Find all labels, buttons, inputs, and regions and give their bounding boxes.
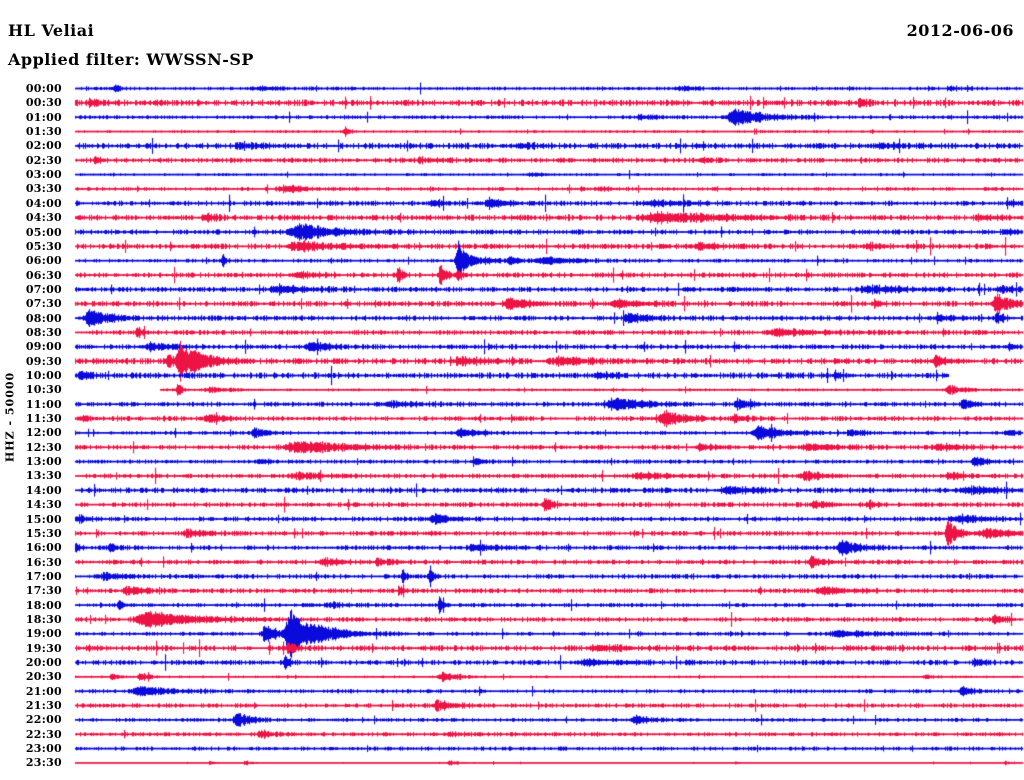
row-time-label: 05:00 <box>25 225 62 239</box>
row-time-label: 06:00 <box>25 254 62 268</box>
row-time-label: 14:00 <box>25 483 62 497</box>
row-time-label: 10:00 <box>25 369 62 382</box>
row-time-label: 06:30 <box>25 268 62 282</box>
row-time-label: 17:30 <box>25 584 62 598</box>
row-time-label: 21:00 <box>25 684 62 698</box>
row-time-label: 04:30 <box>25 211 62 225</box>
row-time-label: 02:30 <box>25 153 62 167</box>
row-time-label: 22:00 <box>25 713 62 727</box>
row-time-label: 00:00 <box>25 82 62 95</box>
row-time-label: 20:30 <box>25 670 62 684</box>
row-time-label: 00:30 <box>25 96 62 110</box>
row-time-label: 01:30 <box>25 125 62 139</box>
row-time-label: 19:00 <box>25 627 62 641</box>
row-time-label: 09:00 <box>25 340 62 354</box>
row-time-label: 15:00 <box>25 512 62 526</box>
row-time-label: 18:00 <box>25 598 62 612</box>
row-time-label: 03:30 <box>25 182 62 196</box>
row-time-label: 09:30 <box>25 354 62 368</box>
row-time-label: 23:30 <box>25 756 62 770</box>
row-time-label: 12:00 <box>25 426 62 440</box>
row-time-label: 15:30 <box>25 526 62 540</box>
row-time-label: 14:30 <box>25 498 62 512</box>
row-time-label: 13:00 <box>25 455 62 469</box>
row-time-label: 12:30 <box>25 440 62 454</box>
row-time-label: 10:30 <box>25 383 62 397</box>
row-time-label: 21:30 <box>25 699 62 713</box>
row-time-label: 11:00 <box>25 397 62 411</box>
row-time-label: 04:00 <box>25 196 62 210</box>
row-time-label: 19:30 <box>25 641 62 655</box>
row-time-label: 07:00 <box>25 282 62 296</box>
row-time-label: 07:30 <box>25 297 62 311</box>
row-time-label: 20:00 <box>25 656 62 669</box>
row-time-label: 13:30 <box>25 469 62 483</box>
row-time-label: 17:00 <box>25 569 62 583</box>
row-time-label: 03:00 <box>25 168 62 182</box>
row-time-label: 23:00 <box>25 742 62 756</box>
row-time-label: 22:30 <box>25 727 62 741</box>
row-time-label: 16:30 <box>25 555 62 569</box>
row-time-label: 08:00 <box>25 311 62 325</box>
row-time-label: 01:00 <box>25 110 62 124</box>
row-time-label: 16:00 <box>25 541 62 555</box>
row-time-label: 02:00 <box>25 139 62 153</box>
row-time-label: 11:30 <box>25 412 62 426</box>
row-time-label: 05:30 <box>25 239 62 253</box>
row-time-label: 08:30 <box>25 325 62 339</box>
row-time-label: 18:30 <box>25 612 62 626</box>
